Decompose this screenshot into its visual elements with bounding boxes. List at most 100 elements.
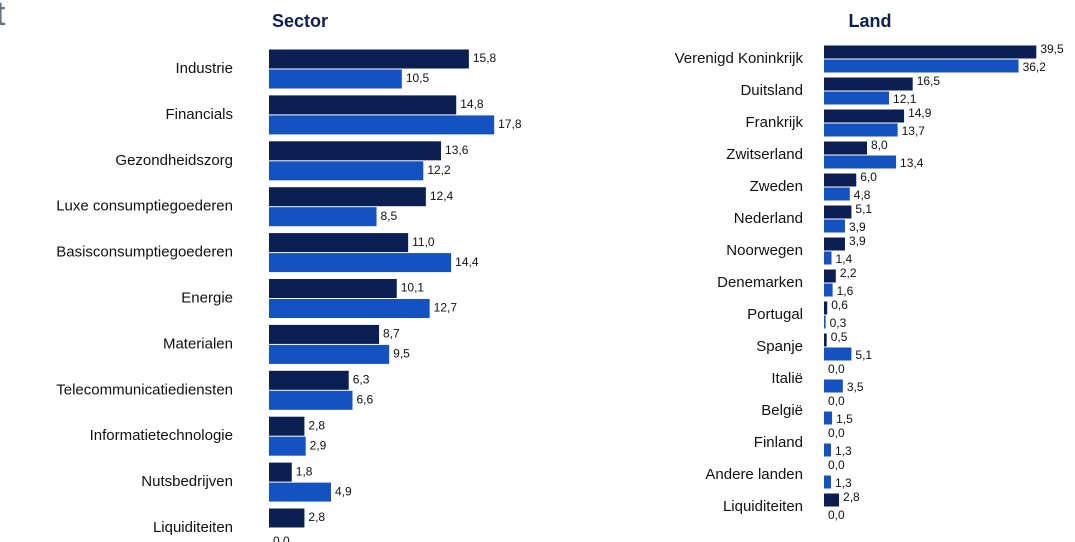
- bar: [824, 141, 867, 155]
- bar: [824, 315, 826, 329]
- value-label: 0,0: [828, 394, 845, 408]
- value-label: 1,3: [835, 476, 852, 490]
- category-label: Gezondheidszorg: [115, 152, 233, 169]
- value-label: 13,4: [900, 156, 924, 170]
- bar: [824, 493, 840, 507]
- bar: [824, 155, 897, 169]
- bar: [269, 69, 402, 89]
- value-label: 11,0: [412, 235, 435, 249]
- bar: [824, 347, 852, 361]
- value-label: 2,2: [840, 266, 857, 280]
- bar: [824, 269, 836, 283]
- bar: [824, 475, 831, 489]
- value-label: 0,0: [273, 534, 290, 542]
- value-label: 4,9: [335, 484, 352, 498]
- value-label: 14,4: [455, 255, 479, 269]
- bar: [269, 233, 409, 253]
- category-label: Luxe consumptiegoederen: [56, 198, 233, 215]
- value-label: 3,9: [849, 234, 866, 248]
- bar: [269, 95, 457, 115]
- value-label: 14,8: [460, 97, 484, 111]
- value-label: 0,5: [831, 330, 848, 344]
- bar: [824, 205, 852, 219]
- value-label: 6,0: [860, 170, 877, 184]
- category-label: Industrie: [175, 60, 233, 77]
- bar: [824, 301, 828, 315]
- category-label: Nederland: [734, 210, 803, 227]
- category-label: Materialen: [163, 335, 233, 352]
- bar: [269, 141, 442, 161]
- bar: [269, 187, 426, 207]
- value-label: 0,0: [828, 426, 845, 440]
- bar: [824, 109, 905, 123]
- value-label: 2,8: [308, 418, 325, 432]
- value-label: 8,7: [383, 327, 400, 341]
- value-label: 1,6: [837, 284, 854, 298]
- value-label: 14,9: [908, 106, 932, 120]
- value-label: 10,1: [401, 281, 425, 295]
- category-label: Noorwegen: [726, 242, 803, 259]
- category-label: Italië: [771, 370, 803, 387]
- value-label: 12,2: [427, 163, 451, 177]
- value-label: 3,9: [849, 220, 866, 234]
- value-label: 6,3: [353, 372, 370, 386]
- bar: [269, 436, 306, 456]
- value-label: 0,3: [830, 316, 847, 330]
- category-label: Frankrijk: [745, 114, 803, 131]
- bar: [269, 390, 353, 410]
- bar: [269, 253, 452, 273]
- bar: [824, 379, 843, 393]
- value-label: 0,6: [831, 298, 848, 312]
- bar: [269, 462, 292, 482]
- bar: [824, 219, 845, 233]
- bar: [824, 91, 890, 105]
- category-label: Telecommunicatiediensten: [56, 381, 233, 398]
- value-label: 1,8: [296, 464, 313, 478]
- bar: [824, 77, 913, 91]
- bar: [824, 45, 1037, 59]
- bar: [269, 344, 390, 364]
- bar: [824, 251, 832, 265]
- chart-title: Land: [849, 11, 892, 31]
- value-label: 2,8: [843, 490, 860, 504]
- category-label: Finland: [754, 434, 803, 451]
- value-label: 3,5: [847, 380, 864, 394]
- bar: [824, 443, 831, 457]
- bar: [269, 416, 305, 436]
- bar: [824, 187, 850, 201]
- category-label: Duitsland: [740, 82, 803, 99]
- bar: [824, 123, 898, 137]
- value-label: 5,1: [855, 202, 872, 216]
- category-label: Energie: [181, 289, 233, 306]
- value-label: 12,4: [430, 189, 454, 203]
- value-label: 4,8: [854, 188, 871, 202]
- bar: [269, 279, 397, 298]
- header: t: [0, 0, 6, 33]
- bar: [824, 283, 833, 297]
- bar: [824, 59, 1019, 73]
- bar: [824, 333, 827, 347]
- category-label: België: [761, 402, 803, 419]
- value-label: 39,5: [1040, 42, 1064, 56]
- category-label: Financials: [165, 106, 233, 123]
- bar: [269, 482, 331, 502]
- value-label: 0,0: [828, 458, 845, 472]
- category-label: Basisconsumptiegoederen: [56, 244, 233, 261]
- value-label: 12,1: [893, 92, 917, 106]
- value-label: 0,0: [828, 362, 845, 376]
- value-label: 8,0: [871, 138, 888, 152]
- value-label: 9,5: [393, 347, 410, 361]
- value-label: 6,6: [356, 392, 373, 406]
- value-label: 2,8: [308, 510, 325, 524]
- value-label: 2,9: [310, 438, 327, 452]
- value-label: 5,1: [855, 348, 872, 362]
- category-label: Portugal: [747, 306, 803, 323]
- category-label: Zwitserland: [726, 146, 803, 163]
- value-label: 1,4: [836, 252, 853, 266]
- bar: [269, 370, 349, 390]
- value-label: 17,8: [498, 117, 522, 131]
- value-label: 13,6: [445, 143, 469, 157]
- category-label: Denemarken: [717, 274, 803, 291]
- bar: [269, 115, 495, 135]
